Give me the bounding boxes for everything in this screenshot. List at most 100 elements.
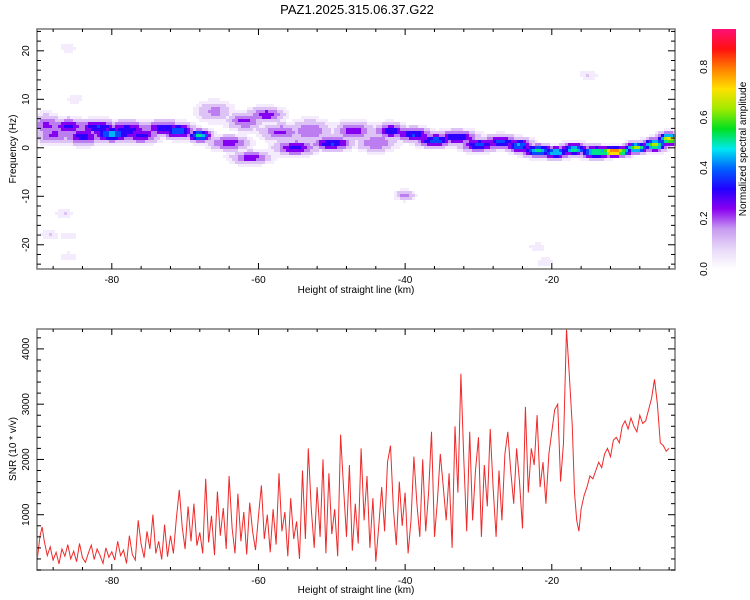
heatmap-cell — [556, 158, 559, 161]
heatmap-cell — [295, 152, 298, 155]
heatmap-cell — [178, 128, 181, 131]
heatmap-cell — [256, 116, 259, 119]
heatmap-cell — [94, 116, 97, 119]
heatmap-cell — [379, 149, 382, 152]
heatmap-cell — [553, 143, 556, 146]
heatmap-cell — [304, 122, 307, 125]
heatmap-cell — [352, 128, 355, 131]
heatmap-cell — [355, 128, 358, 131]
heatmap-cell — [265, 152, 268, 155]
heatmap-cell — [331, 137, 334, 140]
heatmap-cell — [292, 143, 295, 146]
heatmap-cell — [373, 122, 376, 125]
heatmap-cell — [109, 134, 112, 137]
heatmap-cell — [376, 140, 379, 143]
heatmap-cell — [274, 146, 277, 149]
heatmap-cell — [358, 134, 361, 137]
heatmap-cell — [217, 137, 220, 140]
heatmap-cell — [580, 155, 583, 158]
heatmap-cell — [316, 149, 319, 152]
heatmap-cell — [559, 143, 562, 146]
heatmap-cell — [244, 149, 247, 152]
heatmap-cell — [463, 134, 466, 137]
heatmap-cell — [262, 137, 265, 140]
heatmap-cell — [649, 134, 652, 137]
heatmap-cell — [619, 146, 622, 149]
heatmap-cell — [313, 146, 316, 149]
heatmap-cell — [235, 113, 238, 116]
heatmap-cell — [469, 149, 472, 152]
heatmap-cell — [211, 110, 214, 113]
heatmap-cell — [232, 158, 235, 161]
heatmap-cell — [91, 119, 94, 122]
heatmap-cell — [493, 149, 496, 152]
heatmap-cell — [310, 137, 313, 140]
heatmap-cell — [319, 134, 322, 137]
heatmap-cell — [280, 113, 283, 116]
heatmap-cell — [133, 134, 136, 137]
heatmap-cell — [235, 149, 238, 152]
heatmap-cell — [472, 146, 475, 149]
heatmap-cell — [379, 143, 382, 146]
heatmap-cell — [241, 119, 244, 122]
heatmap-cell — [244, 137, 247, 140]
heatmap-cell — [67, 50, 70, 53]
heatmap-cell — [73, 116, 76, 119]
heatmap-cell — [508, 140, 511, 143]
heatmap-cell — [79, 122, 82, 125]
heatmap-cell — [103, 143, 106, 146]
heatmap-cell — [232, 107, 235, 110]
heatmap-cell — [64, 254, 67, 257]
heatmap-cell — [664, 149, 667, 152]
heatmap-cell — [340, 140, 343, 143]
heatmap-cell — [502, 134, 505, 137]
snr-series-line — [36, 328, 670, 566]
heatmap-cell — [280, 110, 283, 113]
heatmap-cell — [322, 140, 325, 143]
heatmap-cell — [415, 137, 418, 140]
heatmap-cell — [409, 137, 412, 140]
heatmap-cell — [622, 152, 625, 155]
heatmap-cell — [223, 104, 226, 107]
heatmap-cell — [556, 152, 559, 155]
heatmap-cell — [37, 134, 40, 137]
heatmap-cell — [184, 122, 187, 125]
heatmap-cell — [265, 104, 268, 107]
heatmap-cell — [97, 137, 100, 140]
heatmap-cell — [367, 137, 370, 140]
heatmap-cell — [661, 134, 664, 137]
heatmap-cell — [298, 131, 301, 134]
heatmap-cell — [340, 134, 343, 137]
heatmap-cell — [37, 131, 40, 134]
heatmap-cell — [241, 158, 244, 161]
heatmap-cell — [40, 137, 43, 140]
heatmap-cell — [202, 131, 205, 134]
heatmap-cell — [295, 143, 298, 146]
heatmap-cell — [442, 143, 445, 146]
heatmap-cell — [592, 152, 595, 155]
heatmap-cell — [541, 146, 544, 149]
heatmap-cell — [541, 149, 544, 152]
heatmap-cell — [202, 104, 205, 107]
heatmap-cell — [631, 155, 634, 158]
heatmap-cell — [400, 131, 403, 134]
heatmap-cell — [463, 137, 466, 140]
heatmap-cell — [229, 146, 232, 149]
heatmap-cell — [142, 122, 145, 125]
heatmap-cell — [217, 101, 220, 104]
heatmap-cell — [199, 128, 202, 131]
heatmap-cell — [658, 134, 661, 137]
heatmap-cell — [601, 149, 604, 152]
heatmap-cell — [532, 137, 535, 140]
heatmap-cell — [313, 128, 316, 131]
heatmap-cell — [385, 125, 388, 128]
heatmap-cell — [220, 110, 223, 113]
heatmap-cell — [157, 122, 160, 125]
heatmap-cell — [148, 131, 151, 134]
heatmap-cell — [361, 140, 364, 143]
heatmap-cell — [238, 164, 241, 167]
heatmap-cell — [286, 155, 289, 158]
heatmap-cell — [397, 146, 400, 149]
heatmap-cell — [400, 191, 403, 194]
